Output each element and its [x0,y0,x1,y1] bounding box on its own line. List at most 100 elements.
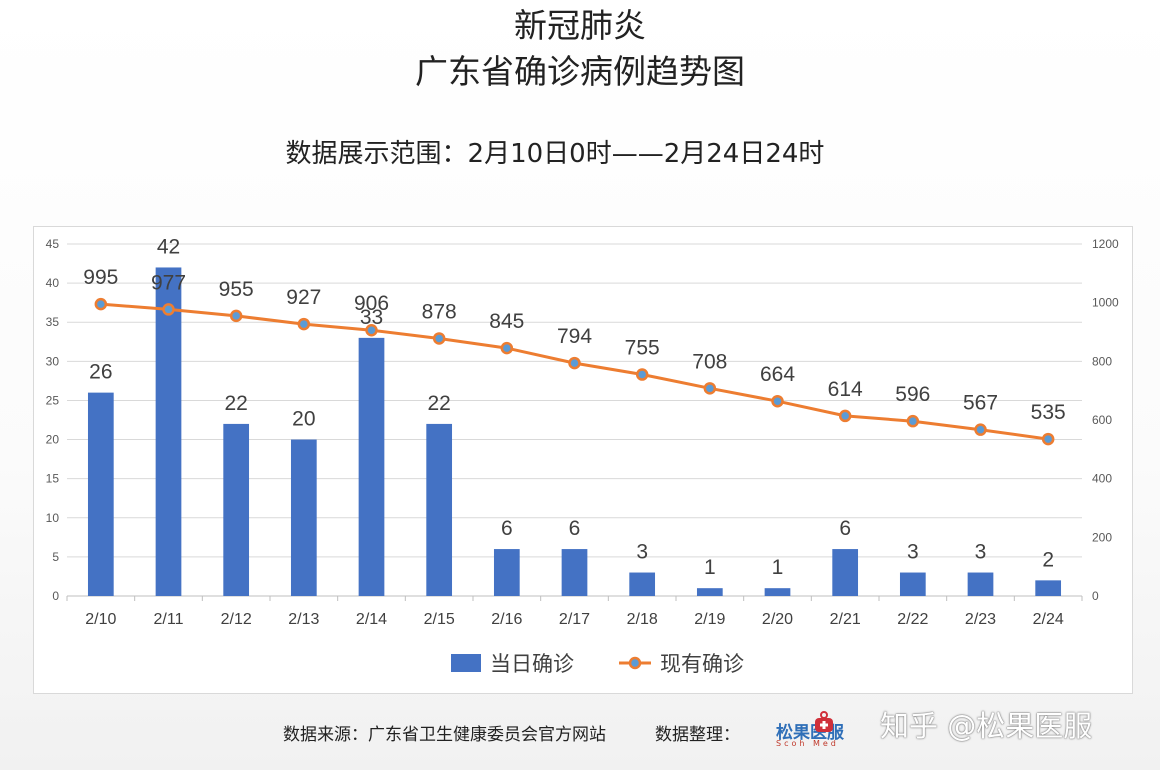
y-left-tick-label: 5 [52,550,59,564]
line-marker [635,368,649,381]
line-data-label: 535 [1031,401,1066,424]
x-tick-label: 2/12 [221,611,252,628]
bar-data-label: 1 [772,556,784,579]
bar-data-label: 1 [704,556,716,579]
bar-data-label: 3 [636,541,648,564]
bar-data-label: 6 [839,517,851,540]
line-data-label: 995 [83,266,118,289]
bar [832,549,859,596]
y-right-tick-label: 0 [1092,589,1099,603]
bar-data-label: 22 [224,392,247,415]
bar [290,439,317,596]
line-marker [94,297,108,311]
line-data-label: 955 [219,278,254,301]
line-marker [229,309,243,323]
y-left-tick-label: 35 [46,315,60,329]
line-marker [1041,432,1055,446]
bar [87,392,114,596]
combo-chart: 0 5 10 15 20 25 30 35 40 45 0 200 400 600 800 1000 1200 2… [46,235,1119,676]
y-left-tick-label: 10 [46,511,60,525]
x-tick-label: 2/18 [627,611,658,628]
y-left-tick-label: 25 [46,393,60,407]
bar [1035,580,1062,596]
legend-swatch-bar [451,654,481,672]
data-source-text: 数据来源：广东省卫生健康委员会官方网站 [283,725,606,745]
y-right-tick-label: 1200 [1092,237,1119,251]
x-tick-label: 2/24 [1033,611,1064,628]
line-marker [974,423,987,436]
data-organizer-label: 数据整理： [655,725,740,745]
line-data-label: 927 [286,286,321,309]
x-tick-label: 2/17 [559,611,590,628]
bar [561,549,588,596]
bar [155,267,182,596]
line-data-label: 567 [963,392,998,415]
bar-data-label: 26 [89,361,112,384]
watermark-text: 知乎 @松果医服 [880,709,1093,743]
x-tick-label: 2/22 [897,611,928,628]
bar-data-label: 2 [1042,548,1054,571]
chart-subtitle: 数据展示范围：2月10日0时——2月24日24时 [285,139,825,169]
bar [358,337,385,596]
x-tick-label: 2/15 [424,611,455,628]
y-left-tick-label: 15 [46,472,60,486]
line-marker [906,414,920,428]
bar-data-label: 6 [569,517,581,540]
x-tick-label: 2/19 [694,611,725,628]
line-data-label: 878 [422,300,457,323]
bar [764,588,791,596]
y-left-tick-label: 20 [46,433,60,447]
medicine-bag-icon [815,711,833,732]
legend-swatch-marker [628,656,642,670]
legend-label-bar: 当日确诊 [490,653,574,676]
x-tick-label: 2/11 [154,611,184,628]
y-left-tick-label: 45 [46,237,60,251]
bar-data-label: 6 [501,517,513,540]
bar-data-label: 33 [360,306,383,329]
x-tick-label: 2/13 [288,611,319,628]
bar [899,572,926,596]
line-marker [568,356,581,370]
x-tick-label: 2/14 [356,611,387,628]
x-tick-label: 2/23 [965,611,996,628]
bar-data-label: 3 [975,541,987,564]
bar [629,572,656,596]
legend-label-line: 现有确诊 [660,653,744,676]
line-data-label: 906 [354,292,389,315]
bar [967,572,994,596]
y-right-tick-label: 400 [1092,472,1112,486]
bar-data-label: 22 [427,392,450,415]
bar-data-label: 20 [292,408,315,431]
logo-subtext: Scoh Med [776,739,839,748]
y-right-tick-label: 1000 [1092,296,1119,310]
line-data-label: 794 [557,325,592,348]
bar [493,549,520,596]
line-data-label: 664 [760,363,795,386]
y-right-tick-label: 800 [1092,354,1112,368]
y-right-tick-label: 200 [1092,530,1112,544]
bar [426,423,453,596]
x-tick-label: 2/16 [491,611,522,628]
line-marker [703,382,717,395]
brand-logo: 松果医服 Scoh Med [776,706,874,750]
y-left-tick-label: 0 [52,589,59,603]
line-data-label: 708 [692,350,727,373]
line-marker [771,394,784,408]
y-left-tick-label: 30 [46,354,60,368]
line-data-label: 977 [151,271,186,294]
line-marker [162,303,175,316]
y-right-tick-label: 600 [1092,413,1112,427]
line-data-label: 614 [828,378,863,401]
y-left-tick-label: 40 [46,276,60,290]
line-data-label: 845 [489,310,524,333]
chart-panel: 0 5 10 15 20 25 30 35 40 45 0 200 400 600 800 1000 1200 2… [33,226,1133,694]
bar [696,588,723,596]
line-data-label: 755 [625,337,660,360]
bar-data-label: 42 [157,235,180,258]
x-tick-label: 2/20 [762,611,793,628]
line-marker [297,317,311,331]
x-tick-label: 2/10 [85,611,116,628]
line-marker [500,341,514,355]
line-data-label: 596 [895,383,930,406]
chart-title-line-2: 广东省确诊病例趋势图 [415,52,745,91]
